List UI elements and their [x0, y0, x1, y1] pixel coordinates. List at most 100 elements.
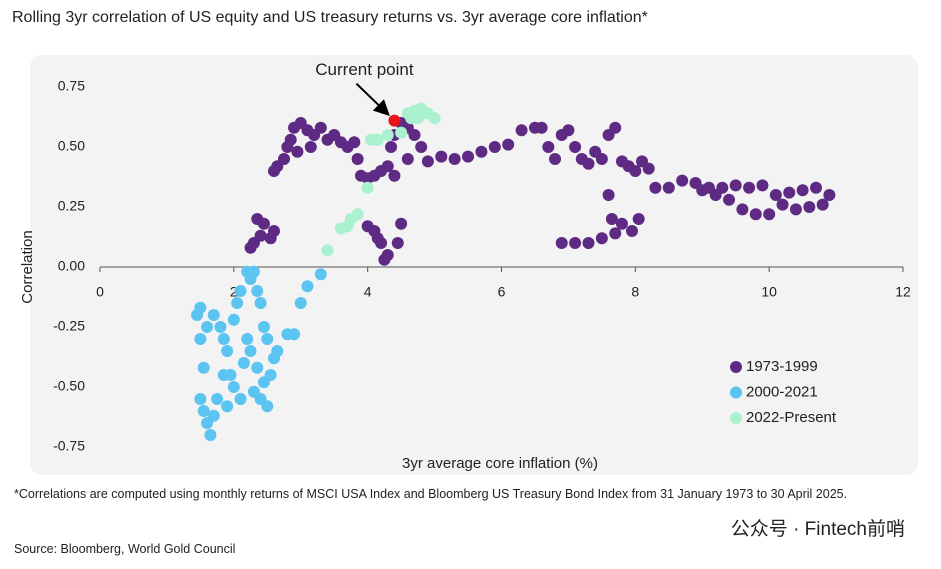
scatter-point: [381, 160, 394, 173]
y-tick-label: 0.00: [58, 258, 85, 274]
scatter-point: [217, 369, 230, 381]
scatter-point: [515, 124, 528, 137]
scatter-point: [408, 129, 421, 141]
scatter-point: [595, 232, 608, 245]
scatter-point: [709, 189, 722, 201]
footnote: *Correlations are computed using monthly…: [14, 487, 848, 501]
scatter-point: [314, 121, 327, 134]
scatter-point: [502, 138, 515, 151]
scatter-point: [816, 198, 829, 211]
scatter-point: [823, 189, 836, 201]
scatter-point: [391, 237, 404, 249]
scatter-point: [421, 155, 434, 168]
scatter-point: [321, 244, 334, 257]
scatter-point: [207, 309, 220, 321]
watermark: 公众号 · Fintech前哨: [731, 518, 905, 540]
scatter-point: [288, 328, 301, 341]
legend-marker: [730, 386, 742, 399]
x-tick-label: 8: [631, 284, 639, 300]
scatter-point: [294, 297, 307, 309]
annotation: Current point: [315, 60, 414, 79]
scatter-point: [602, 189, 615, 201]
scatter-point: [247, 385, 260, 398]
scatter-point: [629, 165, 642, 177]
scatter-point: [381, 129, 394, 141]
scatter-point: [351, 208, 364, 221]
scatter-point: [763, 208, 776, 221]
scatter-point: [385, 141, 398, 153]
scatter-point: [676, 174, 689, 187]
scatter-point: [201, 321, 214, 333]
scatter-point: [796, 184, 809, 197]
scatter-point: [405, 112, 418, 125]
scatter-point: [662, 181, 675, 194]
scatter-point: [605, 213, 618, 225]
scatter-point: [351, 153, 364, 165]
scatter-point: [211, 393, 224, 405]
scatter-point: [609, 227, 622, 240]
scatter-point: [783, 186, 796, 199]
scatter-point: [428, 112, 441, 125]
scatter-point: [462, 150, 475, 163]
scatter-point: [569, 141, 582, 153]
scatter-point: [194, 301, 207, 314]
annotation-arrow: [355, 82, 390, 116]
scatter-point: [562, 124, 575, 137]
scatter-point: [261, 333, 274, 345]
scatter-point: [237, 357, 250, 369]
scatter-point: [227, 313, 240, 326]
scatter-point: [789, 203, 802, 216]
y-tick-label: -0.50: [53, 378, 85, 394]
chart-title: Rolling 3yr correlation of US equity and…: [12, 9, 648, 26]
scatter-point: [234, 393, 247, 405]
scatter-point: [555, 237, 568, 249]
scatter-point: [257, 217, 270, 230]
x-tick-label: 6: [498, 284, 506, 300]
scatter-point: [244, 241, 257, 254]
scatter-point: [595, 153, 608, 165]
x-tick-label: 2: [230, 284, 238, 300]
scatter-point: [475, 145, 488, 158]
scatter-point: [217, 333, 230, 345]
scatter-point: [756, 179, 769, 192]
scatter-point: [743, 181, 756, 194]
scatter-point: [221, 400, 234, 413]
scatter-point: [535, 121, 548, 134]
scatter-point: [271, 345, 284, 357]
scatter-point: [204, 429, 217, 441]
y-tick-label: -0.25: [53, 318, 85, 334]
scatter-point: [371, 232, 384, 245]
scatter-point: [197, 361, 210, 374]
scatter-point: [291, 145, 304, 158]
scatter-point: [194, 333, 207, 345]
scatter-point: [234, 285, 247, 297]
scatter-point: [207, 409, 220, 422]
scatter-point: [609, 121, 622, 134]
scatter-point: [197, 405, 210, 417]
x-axis-label: 3yr average core inflation (%): [402, 455, 598, 472]
x-tick-label: 12: [895, 284, 911, 300]
scatter-point: [549, 153, 562, 165]
scatter-point: [435, 150, 448, 163]
y-tick-label: -0.75: [53, 438, 85, 454]
source: Source: Bloomberg, World Gold Council: [14, 542, 236, 556]
scatter-point: [284, 133, 297, 146]
scatter-point: [569, 237, 582, 249]
scatter-point: [247, 265, 260, 278]
scatter-point: [582, 157, 595, 170]
scatter-point: [642, 162, 655, 175]
scatter-point: [371, 133, 384, 146]
legend-label: 1973-1999: [746, 358, 818, 375]
y-tick-label: 0.25: [58, 198, 85, 214]
scatter-point: [803, 201, 816, 213]
y-tick-label: 0.75: [58, 78, 85, 94]
scatter-point: [625, 225, 638, 237]
scatter-point: [401, 153, 414, 165]
scatter-point: [244, 345, 257, 357]
scatter-point: [810, 181, 823, 194]
scatter-point: [729, 179, 742, 192]
x-tick-label: 0: [96, 284, 104, 300]
scatter-point: [696, 184, 709, 197]
y-tick-label: 0.50: [58, 138, 85, 154]
scatter-point: [231, 297, 244, 309]
